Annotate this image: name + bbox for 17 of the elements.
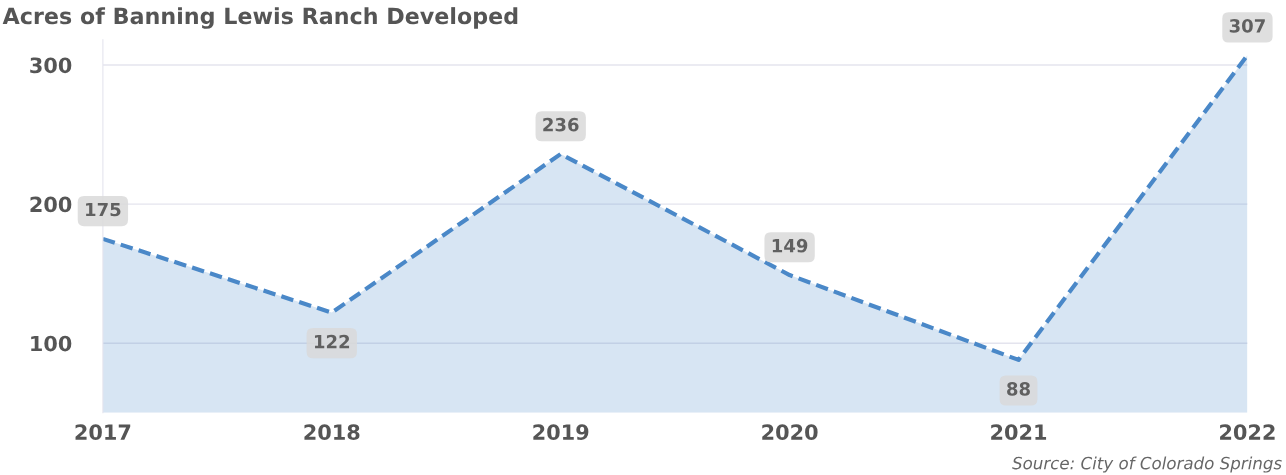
x-tick-label: 2022 [1220,424,1275,441]
data-label: 307 [1229,19,1265,33]
x-tick-label: 2020 [762,424,818,441]
x-tick-label: 2019 [533,424,589,441]
x-tick-label: 2017 [75,424,131,441]
y-tick-label: 300 [30,57,72,74]
y-tick-label: 100 [31,335,72,352]
x-tick-label: 2018 [304,424,360,441]
data-label: 149 [772,238,808,253]
x-tick-label: 2021 [991,424,1047,441]
data-label: 88 [1007,382,1030,396]
data-label: 122 [314,334,350,349]
data-label: 175 [86,202,121,217]
y-tick-label: 200 [30,196,72,213]
chart-title: Acres of Banning Lewis Ranch Developed [2,7,518,29]
data-label: 236 [543,117,579,132]
source-note: Source: City of Colorado Springs [1012,456,1282,473]
